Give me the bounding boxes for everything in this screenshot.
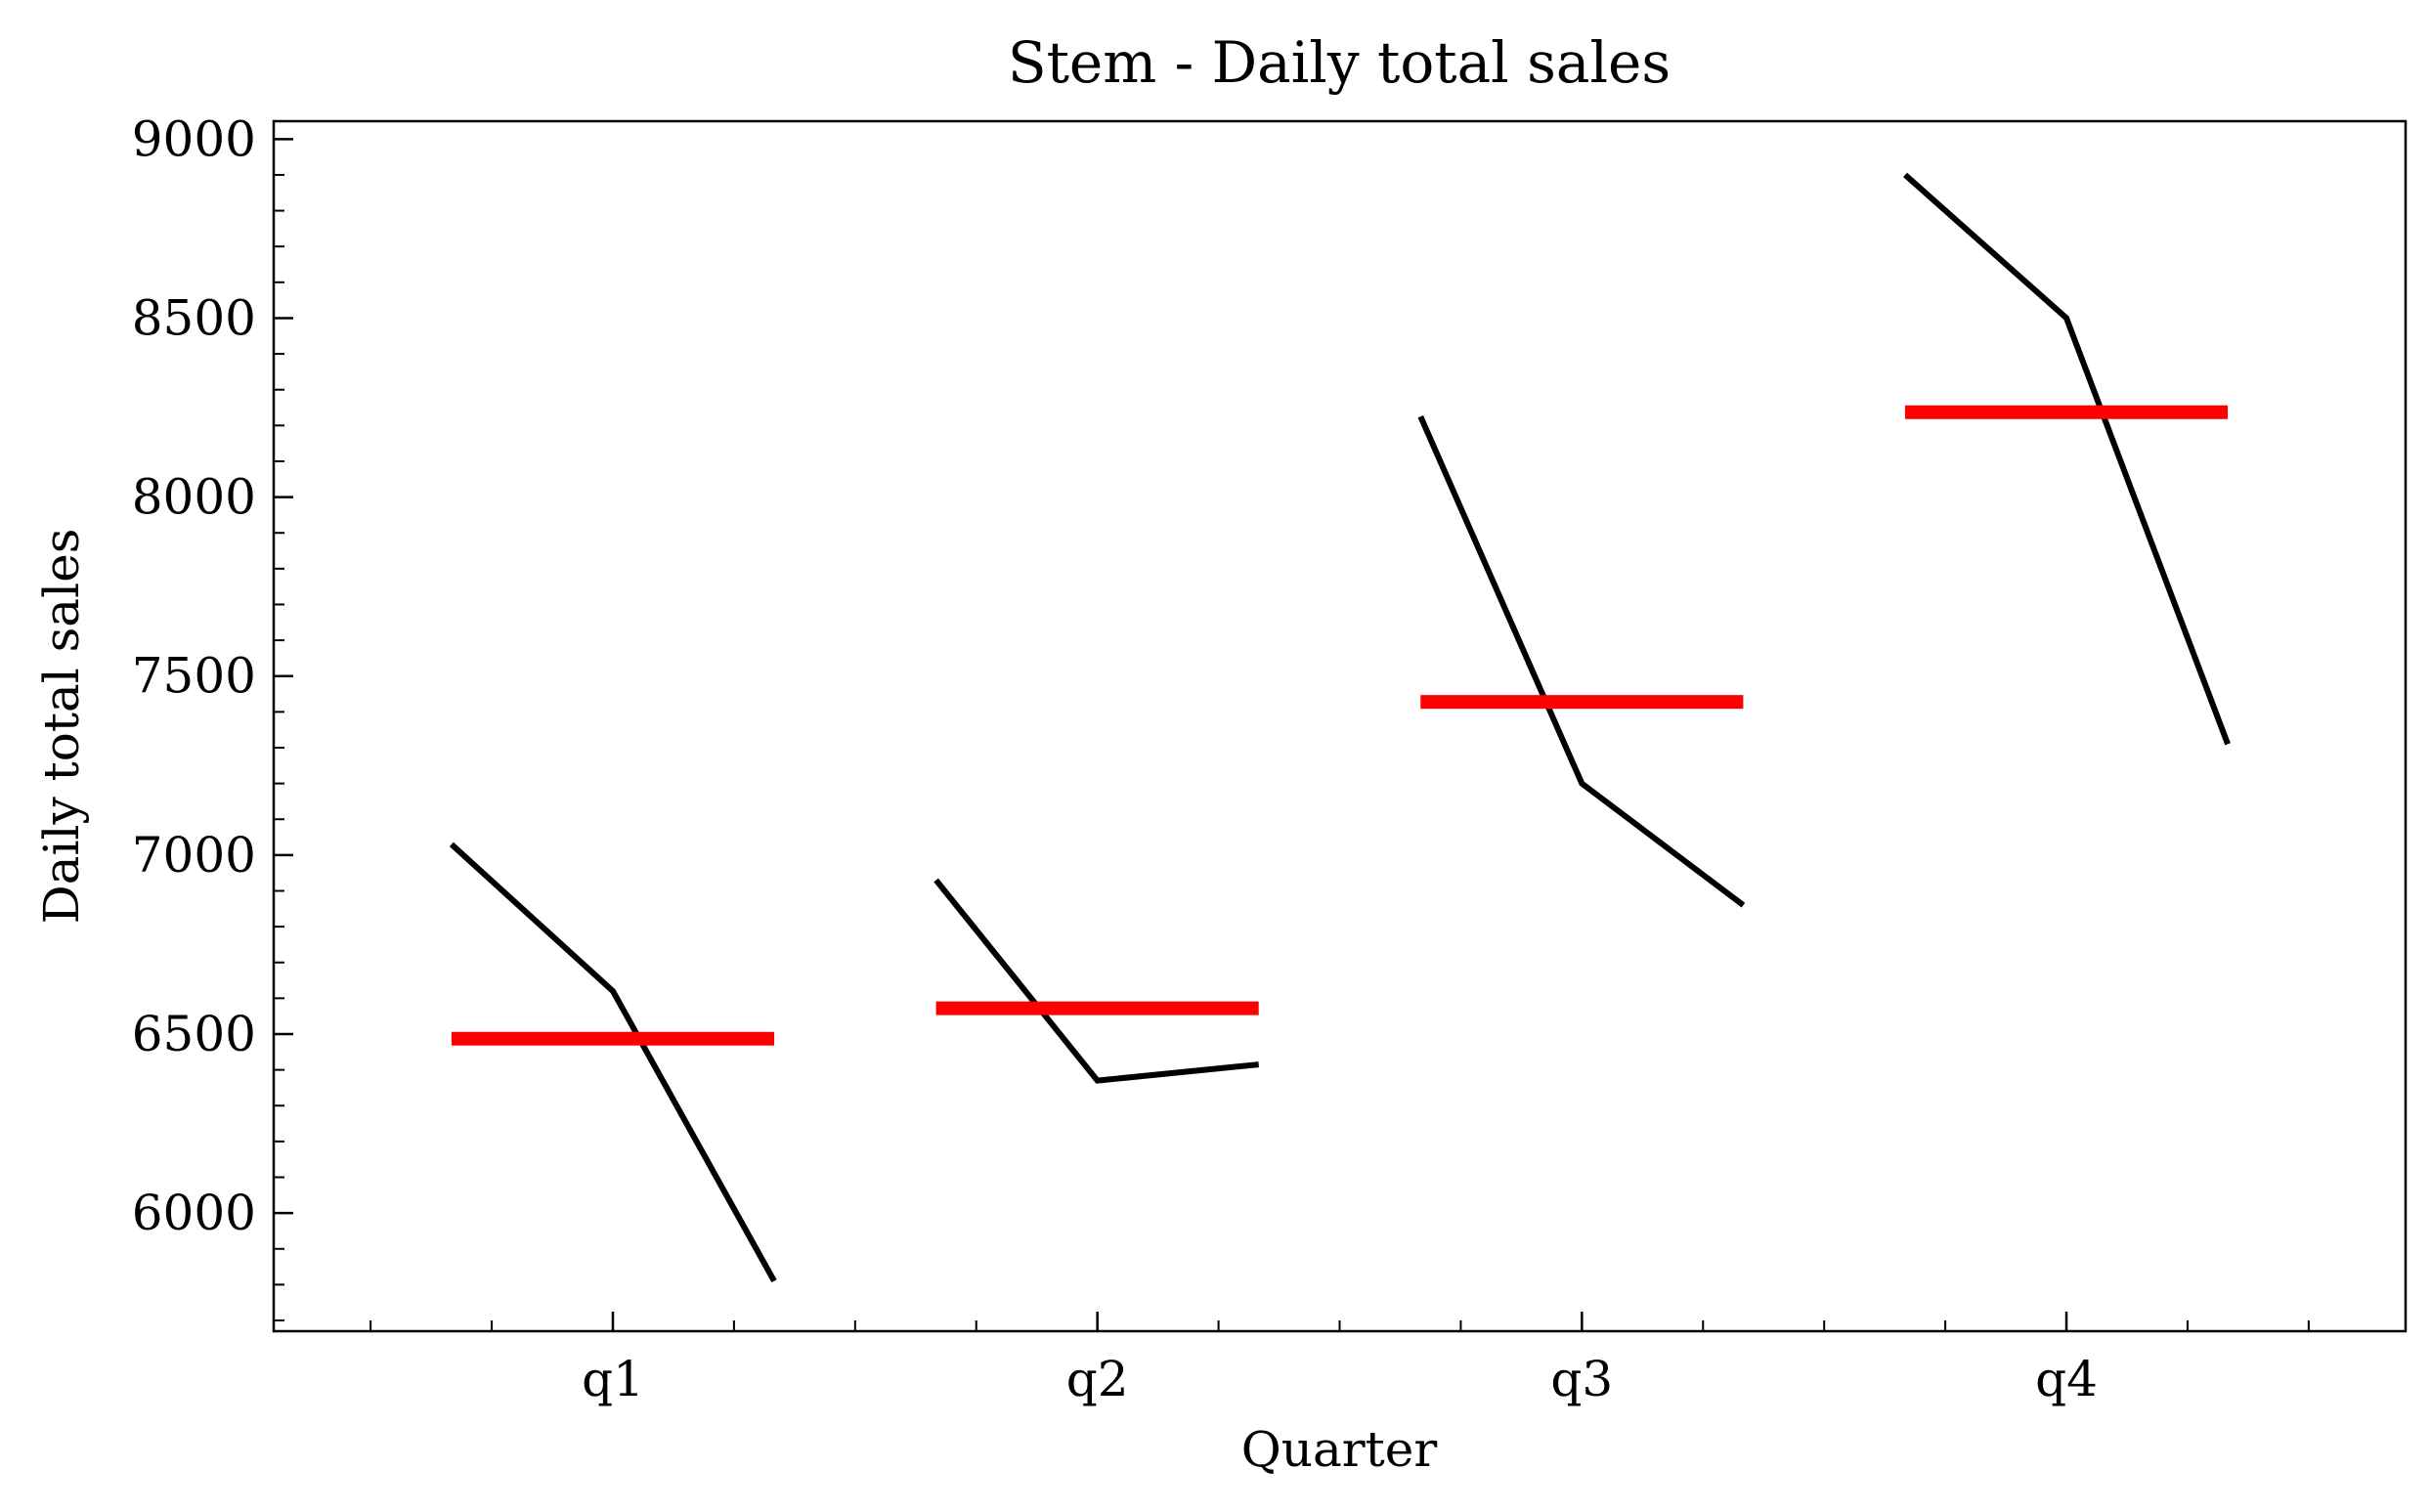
- series-line-q3: [1417, 414, 1746, 908]
- y-tick-label: 8500: [132, 289, 256, 346]
- series-line-q1: [449, 842, 777, 1283]
- series-line-q2: [933, 878, 1259, 1084]
- series-line-q4: [1903, 172, 2231, 746]
- x-tick-label: q2: [1066, 1351, 1129, 1407]
- x-axis-label: Quarter: [1241, 1421, 1438, 1478]
- plot-frame: [272, 119, 2408, 1333]
- y-tick-label: 7000: [132, 827, 256, 884]
- y-tick-label: 9000: [132, 110, 256, 167]
- y-tick-label: 6500: [132, 1006, 256, 1062]
- y-axis-label: Daily total sales: [33, 529, 90, 925]
- tick-labels: 6000 6500 7000 7500 8000 8500 9000 q1 q2 q3 q4: [132, 110, 2098, 1407]
- y-tick-label: 7500: [132, 648, 256, 705]
- x-tick-label: q1: [582, 1351, 644, 1407]
- mean-markers: [451, 405, 2229, 1046]
- y-tick-label: 6000: [132, 1185, 256, 1241]
- y-tick-label: 8000: [132, 469, 256, 526]
- tick-marks: [274, 138, 2310, 1331]
- chart-title: Stem - Daily total sales: [1008, 29, 1671, 96]
- series-lines: [449, 172, 2231, 1283]
- x-tick-label: q4: [2035, 1351, 2098, 1407]
- x-tick-label: q3: [1550, 1351, 1613, 1407]
